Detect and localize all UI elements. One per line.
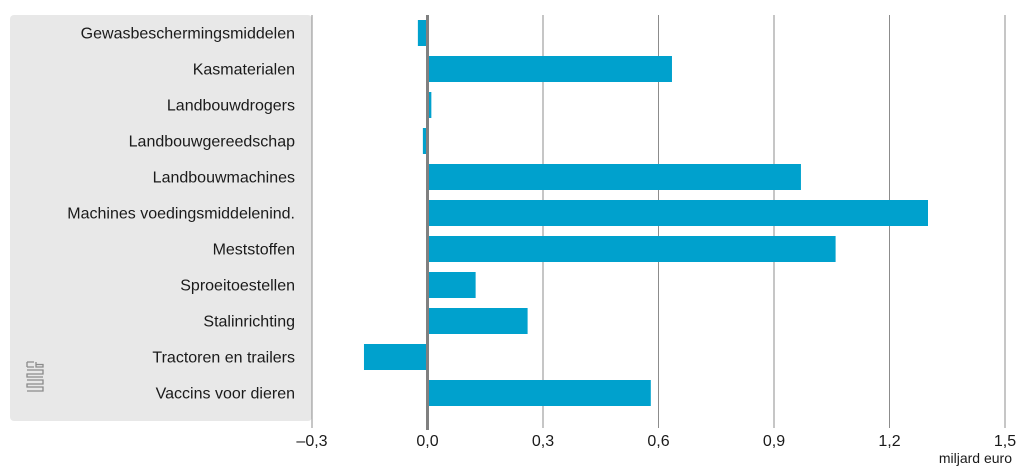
category-label: Vaccins voor dieren bbox=[156, 386, 295, 403]
category-label: Landbouwmachines bbox=[153, 170, 295, 187]
x-tick-label: 0,3 bbox=[532, 433, 554, 450]
x-tick-label: 1,2 bbox=[878, 433, 900, 450]
category-label: Landbouwdrogers bbox=[167, 98, 295, 115]
bar bbox=[427, 164, 801, 190]
bars bbox=[363, 20, 928, 406]
category-label: Kasmaterialen bbox=[193, 62, 295, 79]
category-label: Gewasbeschermingsmiddelen bbox=[81, 26, 295, 43]
bar bbox=[427, 56, 672, 82]
bar bbox=[363, 344, 428, 370]
category-label: Stalinrichting bbox=[203, 314, 295, 331]
x-tick-label: 0,0 bbox=[416, 433, 438, 450]
unit-label: miljard euro bbox=[939, 450, 1012, 466]
cbs-logo-icon bbox=[26, 361, 44, 392]
x-tick-label: 0,9 bbox=[763, 433, 785, 450]
bar bbox=[427, 200, 928, 226]
bar bbox=[427, 236, 836, 262]
bar bbox=[427, 272, 476, 298]
category-label: Tractoren en trailers bbox=[152, 350, 295, 367]
bar bbox=[417, 20, 428, 46]
category-label: Meststoffen bbox=[213, 242, 295, 259]
bar bbox=[427, 308, 528, 334]
category-labels: Gewasbeschermingsmiddelen Kasmaterialen La… bbox=[67, 26, 295, 403]
category-label: Landbouwgereedschap bbox=[129, 134, 295, 151]
x-tick-label: 0,6 bbox=[647, 433, 669, 450]
x-tick-label: 1,5 bbox=[994, 433, 1016, 450]
category-label: Sproeitoestellen bbox=[180, 278, 295, 295]
bar bbox=[427, 92, 432, 118]
label-panel bbox=[10, 15, 312, 421]
x-tick-label: –0,3 bbox=[296, 433, 327, 450]
bar bbox=[427, 380, 651, 406]
x-tick-labels: –0,3 0,0 0,3 0,6 0,9 1,2 1,5 bbox=[296, 433, 1016, 450]
bar bbox=[422, 128, 428, 154]
category-label: Machines voedingsmiddelenind. bbox=[67, 206, 295, 223]
